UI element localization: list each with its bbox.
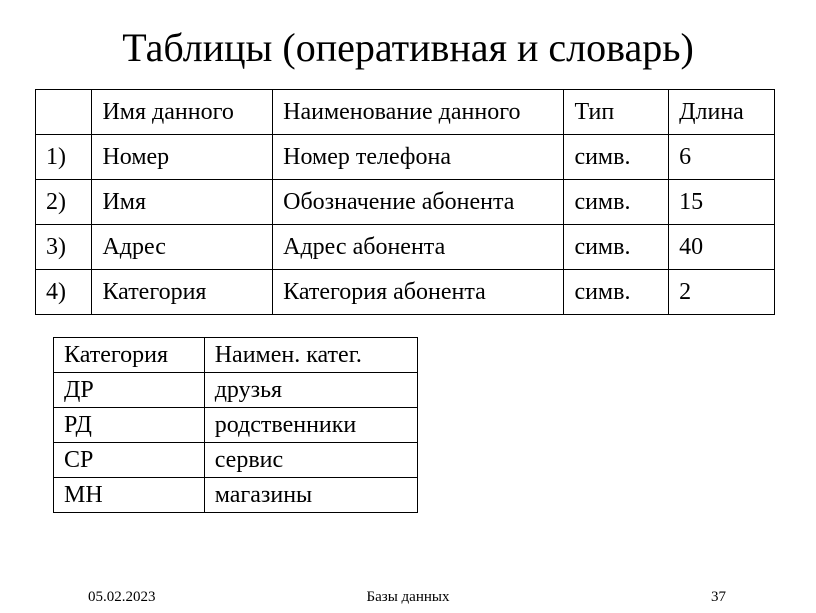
cell-length: 40 — [669, 225, 775, 270]
cell-category: ДР — [54, 373, 205, 408]
table-row: ДР друзья — [54, 373, 418, 408]
header-cell-desc: Наименование данного — [273, 90, 564, 135]
cell-name: Категория — [92, 270, 273, 315]
cell-category: СР — [54, 443, 205, 478]
table-row: РД родственники — [54, 408, 418, 443]
table-row: 2) Имя Обозначение абонента симв. 15 — [36, 180, 775, 225]
cell-desc: Адрес абонента — [273, 225, 564, 270]
table-row: СР сервис — [54, 443, 418, 478]
table-row: 3) Адрес Адрес абонента симв. 40 — [36, 225, 775, 270]
cell-length: 15 — [669, 180, 775, 225]
cell-catname: родственники — [204, 408, 417, 443]
footer-page: 37 — [711, 589, 726, 606]
header-cell-length: Длина — [669, 90, 775, 135]
header-cell-name: Имя данного — [92, 90, 273, 135]
cell-desc: Номер телефона — [273, 135, 564, 180]
cell-type: симв. — [564, 270, 669, 315]
cell-type: симв. — [564, 180, 669, 225]
data-dictionary-table: Имя данного Наименование данного Тип Дли… — [35, 89, 775, 315]
cell-length: 6 — [669, 135, 775, 180]
header-cell-type: Тип — [564, 90, 669, 135]
cell-catname: друзья — [204, 373, 417, 408]
cell-num: 3) — [36, 225, 92, 270]
cell-name: Имя — [92, 180, 273, 225]
cell-num: 2) — [36, 180, 92, 225]
cell-type: симв. — [564, 225, 669, 270]
table-row: МН магазины — [54, 478, 418, 513]
cell-type: симв. — [564, 135, 669, 180]
table-header-row: Категория Наимен. катег. — [54, 338, 418, 373]
cell-catname: сервис — [204, 443, 417, 478]
cell-name: Номер — [92, 135, 273, 180]
slide-title: Таблицы (оперативная и словарь) — [35, 24, 781, 71]
cell-catname: магазины — [204, 478, 417, 513]
header-cell-category: Категория — [54, 338, 205, 373]
cell-category: МН — [54, 478, 205, 513]
slide: Таблицы (оперативная и словарь) Имя данн… — [0, 0, 816, 613]
cell-num: 1) — [36, 135, 92, 180]
table-header-row: Имя данного Наименование данного Тип Дли… — [36, 90, 775, 135]
cell-desc: Обозначение абонента — [273, 180, 564, 225]
category-lookup-table: Категория Наимен. катег. ДР друзья РД ро… — [53, 337, 418, 513]
cell-length: 2 — [669, 270, 775, 315]
table-row: 4) Категория Категория абонента симв. 2 — [36, 270, 775, 315]
footer-center: Базы данных — [0, 589, 816, 606]
cell-desc: Категория абонента — [273, 270, 564, 315]
cell-num: 4) — [36, 270, 92, 315]
cell-name: Адрес — [92, 225, 273, 270]
cell-category: РД — [54, 408, 205, 443]
table-row: 1) Номер Номер телефона симв. 6 — [36, 135, 775, 180]
header-cell-num — [36, 90, 92, 135]
header-cell-catname: Наимен. катег. — [204, 338, 417, 373]
